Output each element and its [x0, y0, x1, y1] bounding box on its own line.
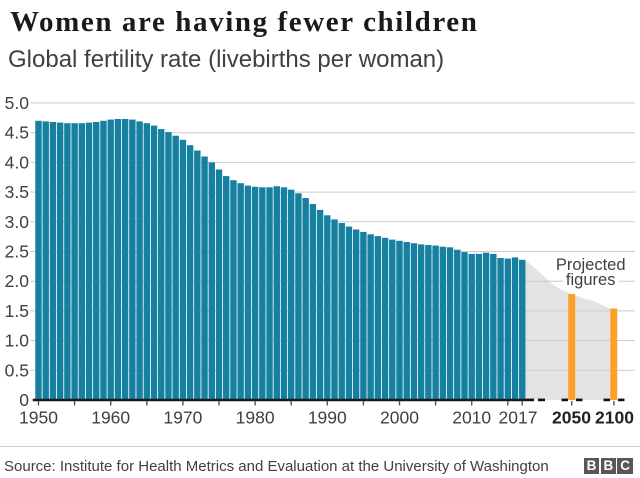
svg-text:figures: figures: [566, 271, 616, 289]
svg-text:2.5: 2.5: [5, 242, 29, 262]
svg-text:1990: 1990: [308, 408, 347, 428]
svg-text:1.0: 1.0: [5, 331, 30, 351]
svg-text:0.5: 0.5: [5, 360, 29, 380]
svg-text:2010: 2010: [452, 408, 491, 428]
svg-text:4.0: 4.0: [5, 152, 30, 172]
svg-text:3.5: 3.5: [5, 182, 29, 202]
svg-text:1980: 1980: [236, 408, 275, 428]
svg-text:Projected: Projected: [556, 256, 626, 274]
svg-text:2.0: 2.0: [5, 271, 30, 291]
svg-text:5.0: 5.0: [5, 93, 30, 113]
svg-text:2100: 2100: [595, 408, 634, 428]
svg-text:1960: 1960: [91, 408, 130, 428]
svg-text:3.0: 3.0: [5, 212, 30, 232]
svg-text:2050: 2050: [552, 408, 591, 428]
svg-text:2017: 2017: [499, 408, 538, 428]
svg-text:1950: 1950: [19, 408, 58, 428]
svg-text:0: 0: [19, 390, 29, 410]
svg-text:1.5: 1.5: [5, 301, 29, 321]
svg-text:4.5: 4.5: [5, 123, 29, 143]
svg-text:1970: 1970: [163, 408, 202, 428]
svg-text:2000: 2000: [380, 408, 419, 428]
